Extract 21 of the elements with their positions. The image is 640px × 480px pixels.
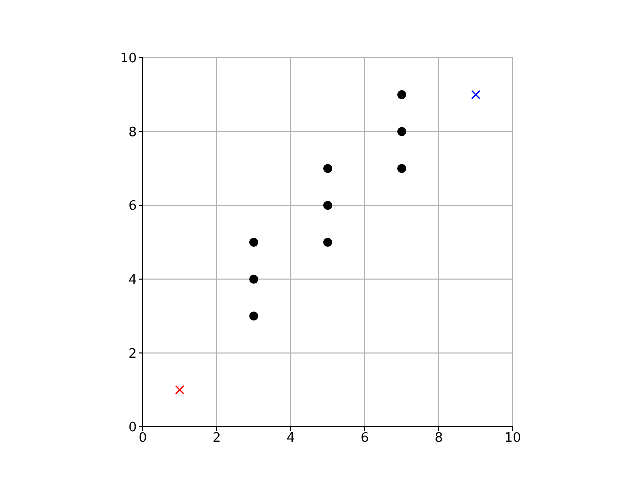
point — [398, 90, 406, 100]
point — [324, 201, 332, 210]
x-tick-label: 10 — [504, 431, 522, 446]
y-tick-label: 4 — [128, 273, 137, 288]
point — [398, 164, 406, 174]
point — [398, 127, 406, 136]
x-tick-label: 4 — [286, 431, 296, 446]
y-tick-label: 6 — [128, 199, 137, 214]
x-tick-label: 2 — [212, 431, 222, 446]
point — [250, 312, 258, 321]
y-tick-label: 2 — [128, 346, 137, 362]
y-tick-label: 0 — [128, 420, 137, 436]
y-tick-label: 8 — [128, 125, 137, 140]
y-tick-label: 10 — [120, 52, 137, 67]
point — [250, 274, 258, 284]
x-tick-label: 6 — [360, 431, 370, 446]
point — [324, 238, 332, 247]
x-tick-label: 8 — [434, 431, 444, 446]
point — [324, 164, 332, 174]
x-tick-label: 0 — [138, 431, 148, 446]
point — [250, 238, 258, 247]
